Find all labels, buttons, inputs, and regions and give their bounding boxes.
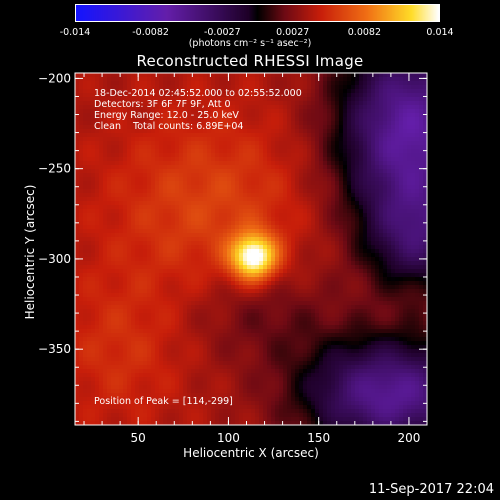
y-tick-label: −300 (38, 252, 71, 266)
colorbar-tick-label: -0.014 (59, 27, 91, 38)
info-total-counts: Clean Total counts: 6.89E+04 (94, 121, 244, 132)
x-axis-label: Heliocentric X (arcsec) (183, 446, 319, 460)
plot-title: Reconstructed RHESSI Image (136, 52, 364, 70)
heatmap-image (75, 73, 427, 425)
colorbar-tick-label: 0.014 (426, 27, 454, 38)
y-tick-label: −200 (38, 71, 71, 85)
footer-date: 11-Sep-2017 22:04 (368, 482, 494, 497)
colorbar-tick-label: -0.0082 (132, 27, 169, 38)
axis-ticks: 50 100 150 200 −200 −250 −300 −350 (38, 71, 428, 445)
x-tick-label: 50 (131, 431, 146, 445)
x-tick-label: 200 (397, 431, 420, 445)
plot-frame (74, 72, 428, 426)
peak-position-label: Position of Peak = [114,-299] (94, 396, 233, 407)
info-time-range: 18-Dec-2014 02:45:52.000 to 02:55:52.000 (94, 88, 302, 99)
colorbar-unit-label: (photons cm⁻² s⁻¹ asec⁻²) (188, 38, 312, 49)
colorbar-tick-label: 0.0082 (347, 27, 382, 38)
y-axis-label: Heliocentric Y (arcsec) (23, 184, 37, 320)
x-tick-label: 150 (307, 431, 330, 445)
y-tick-label: −250 (38, 162, 71, 176)
colorbar-tick-label: -0.0027 (203, 27, 241, 38)
y-tick-label: −350 (38, 342, 71, 356)
x-tick-label: 100 (217, 431, 240, 445)
colorbar-gradient (75, 4, 440, 22)
info-detectors: Detectors: 3F 6F 7F 9F, Att 0 (94, 99, 231, 110)
info-energy-range: Energy Range: 12.0 - 25.0 keV (94, 110, 239, 121)
colorbar (75, 4, 440, 22)
colorbar-tick-label: 0.0027 (276, 27, 310, 38)
